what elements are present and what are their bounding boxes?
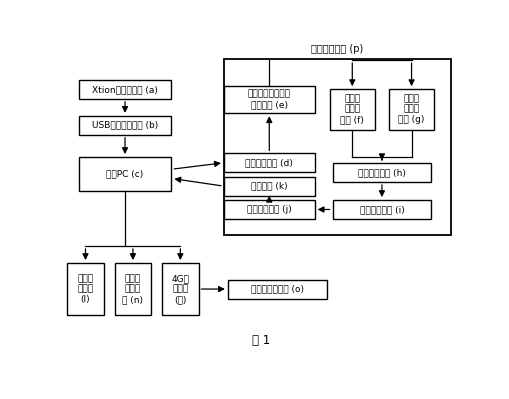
Text: 人体骨
骼运动
定位 (f): 人体骨 骼运动 定位 (f)	[340, 95, 363, 124]
Text: 处理单位或个人 (o): 处理单位或个人 (o)	[250, 284, 303, 294]
Text: 小型PC (c): 小型PC (c)	[106, 169, 144, 178]
Bar	[162, 263, 198, 315]
Bar	[67, 263, 103, 315]
Bar	[223, 177, 314, 196]
Text: 人体三维建模 (h): 人体三维建模 (h)	[357, 168, 405, 177]
Text: 人体运动识别 (j): 人体运动识别 (j)	[246, 205, 291, 214]
Text: 客户中
心服务
器 (n): 客户中 心服务 器 (n)	[122, 274, 143, 304]
Bar	[78, 157, 171, 191]
Text: 人体运动跟踪 (i): 人体运动跟踪 (i)	[359, 205, 404, 214]
Bar	[332, 163, 431, 182]
Bar	[228, 280, 326, 298]
Text: 4G短
信模块
(㉴): 4G短 信模块 (㉴)	[171, 274, 189, 304]
Bar	[329, 89, 374, 130]
Text: 图 1: 图 1	[252, 334, 270, 348]
Text: USB延长放大接口 (b): USB延长放大接口 (b)	[92, 121, 158, 130]
Text: 语音报
警装置
(l): 语音报 警装置 (l)	[77, 274, 93, 304]
Text: 事件处理 (k): 事件处理 (k)	[250, 182, 287, 191]
Bar	[223, 200, 314, 219]
Text: 智能预警软件 (p): 智能预警软件 (p)	[310, 44, 363, 54]
Text: 摄像机效目标定和
地面标定 (e): 摄像机效目标定和 地面标定 (e)	[247, 90, 290, 109]
Bar	[223, 153, 314, 172]
Text: 图像采集模块 (d): 图像采集模块 (d)	[245, 158, 293, 167]
Bar	[388, 89, 434, 130]
Bar	[332, 200, 431, 219]
Bar	[223, 59, 450, 235]
Text: 人体点
云地面
投影 (g): 人体点 云地面 投影 (g)	[398, 95, 424, 124]
Bar	[78, 80, 171, 99]
Text: Xtion体感摄像机 (a): Xtion体感摄像机 (a)	[92, 85, 158, 94]
Bar	[223, 86, 314, 113]
Bar	[78, 116, 171, 135]
Bar	[115, 263, 151, 315]
